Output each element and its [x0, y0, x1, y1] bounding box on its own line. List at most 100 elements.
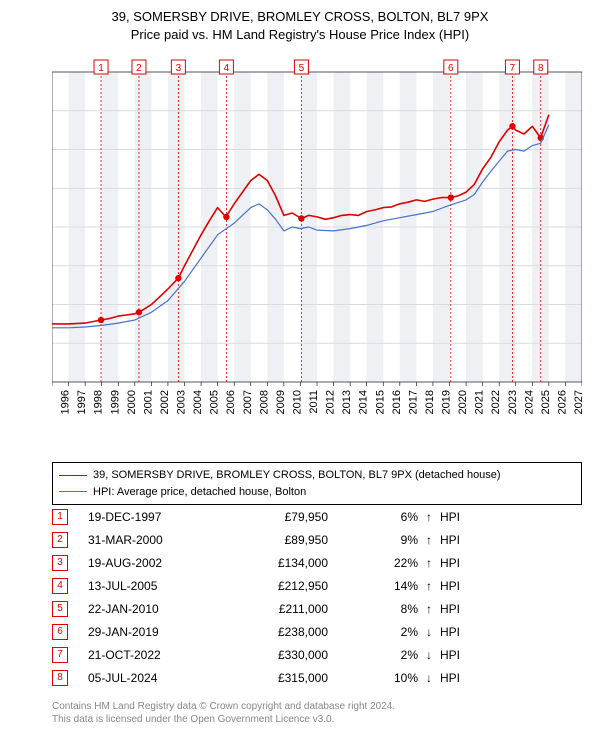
- svg-text:2007: 2007: [242, 390, 254, 414]
- sale-price: £212,950: [223, 579, 368, 593]
- sale-price: £330,000: [223, 648, 368, 662]
- arrow-icon: ↓: [422, 625, 436, 639]
- sale-price: £134,000: [223, 556, 368, 570]
- svg-text:2019: 2019: [441, 390, 453, 414]
- sale-pct: 9%: [368, 533, 422, 547]
- svg-text:2014: 2014: [358, 390, 370, 414]
- svg-text:2009: 2009: [275, 390, 287, 414]
- sale-date: 19-DEC-1997: [88, 510, 223, 524]
- sales-row: 413-JUL-2005£212,95014%↑HPI: [52, 574, 572, 597]
- sale-marker: 3: [52, 555, 68, 571]
- chart-area: £0£50K£100K£150K£200K£250K£300K£350K£400…: [52, 50, 582, 420]
- sale-pct: 8%: [368, 602, 422, 616]
- svg-text:2024: 2024: [523, 390, 535, 414]
- svg-text:2016: 2016: [391, 390, 403, 414]
- sale-rel: HPI: [436, 556, 460, 570]
- sale-pct: 22%: [368, 556, 422, 570]
- svg-text:2018: 2018: [424, 390, 436, 414]
- footer-attribution: Contains HM Land Registry data © Crown c…: [52, 700, 572, 726]
- svg-text:7: 7: [510, 63, 516, 74]
- sale-marker: 4: [52, 578, 68, 594]
- arrow-icon: ↑: [422, 602, 436, 616]
- legend-label: 39, SOMERSBY DRIVE, BROMLEY CROSS, BOLTO…: [93, 467, 501, 484]
- arrow-icon: ↑: [422, 533, 436, 547]
- sale-rel: HPI: [436, 510, 460, 524]
- sale-pct: 6%: [368, 510, 422, 524]
- sale-marker: 2: [52, 532, 68, 548]
- svg-text:2027: 2027: [573, 390, 582, 414]
- svg-text:2005: 2005: [209, 390, 221, 414]
- sale-rel: HPI: [436, 533, 460, 547]
- svg-text:2015: 2015: [374, 390, 386, 414]
- sales-row: 522-JAN-2010£211,0008%↑HPI: [52, 597, 572, 620]
- svg-text:4: 4: [224, 63, 230, 74]
- sale-rel: HPI: [436, 625, 460, 639]
- svg-text:3: 3: [176, 63, 182, 74]
- svg-text:2025: 2025: [540, 390, 552, 414]
- svg-text:2004: 2004: [192, 390, 204, 414]
- svg-text:5: 5: [299, 63, 305, 74]
- sale-marker: 8: [52, 670, 68, 686]
- svg-text:2023: 2023: [507, 390, 519, 414]
- sale-price: £79,950: [223, 510, 368, 524]
- sale-price: £315,000: [223, 671, 368, 685]
- svg-text:2001: 2001: [142, 390, 154, 414]
- sale-rel: HPI: [436, 671, 460, 685]
- svg-text:2002: 2002: [159, 390, 171, 414]
- arrow-icon: ↓: [422, 671, 436, 685]
- svg-text:1999: 1999: [109, 390, 121, 414]
- arrow-icon: ↑: [422, 556, 436, 570]
- svg-text:1: 1: [98, 63, 104, 74]
- svg-text:2: 2: [136, 63, 142, 74]
- sale-price: £89,950: [223, 533, 368, 547]
- legend-swatch: [59, 475, 87, 476]
- sale-pct: 10%: [368, 671, 422, 685]
- sale-rel: HPI: [436, 579, 460, 593]
- sale-marker: 6: [52, 624, 68, 640]
- sale-date: 19-AUG-2002: [88, 556, 223, 570]
- arrow-icon: ↑: [422, 579, 436, 593]
- sale-marker: 7: [52, 647, 68, 663]
- legend: 39, SOMERSBY DRIVE, BROMLEY CROSS, BOLTO…: [52, 462, 582, 505]
- svg-text:1997: 1997: [76, 390, 88, 414]
- title-line2: Price paid vs. HM Land Registry's House …: [0, 26, 600, 44]
- sales-row: 629-JAN-2019£238,0002%↓HPI: [52, 620, 572, 643]
- svg-text:2026: 2026: [556, 390, 568, 414]
- sales-row: 2 31-MAR-2000£89,9509%↑HPI: [52, 528, 572, 551]
- sales-row: 3 19-AUG-2002£134,00022%↑HPI: [52, 551, 572, 574]
- svg-text:2000: 2000: [126, 390, 138, 414]
- legend-swatch: [59, 491, 87, 492]
- footer-line2: This data is licensed under the Open Gov…: [52, 713, 572, 726]
- svg-text:2010: 2010: [291, 390, 303, 414]
- sale-date: 29-JAN-2019: [88, 625, 223, 639]
- legend-label: HPI: Average price, detached house, Bolt…: [93, 484, 306, 501]
- arrow-icon: ↓: [422, 648, 436, 662]
- sale-date: 22-JAN-2010: [88, 602, 223, 616]
- svg-text:2003: 2003: [176, 390, 188, 414]
- sale-rel: HPI: [436, 648, 460, 662]
- title-line1: 39, SOMERSBY DRIVE, BROMLEY CROSS, BOLTO…: [0, 8, 600, 26]
- sale-pct: 2%: [368, 625, 422, 639]
- svg-text:2012: 2012: [325, 390, 337, 414]
- svg-text:1998: 1998: [93, 390, 105, 414]
- sale-marker: 5: [52, 601, 68, 617]
- chart-title: 39, SOMERSBY DRIVE, BROMLEY CROSS, BOLTO…: [0, 0, 600, 44]
- svg-text:1996: 1996: [60, 390, 72, 414]
- svg-text:2021: 2021: [474, 390, 486, 414]
- sales-row: 721-OCT-2022£330,0002%↓HPI: [52, 643, 572, 666]
- sale-marker: 1: [52, 509, 68, 525]
- svg-text:2013: 2013: [341, 390, 353, 414]
- sales-row: 119-DEC-1997£79,9506%↑HPI: [52, 505, 572, 528]
- sale-pct: 14%: [368, 579, 422, 593]
- svg-text:2022: 2022: [490, 390, 502, 414]
- sale-date: 31-MAR-2000: [88, 533, 223, 547]
- sales-row: 8 05-JUL-2024£315,00010%↓HPI: [52, 666, 572, 689]
- sale-rel: HPI: [436, 602, 460, 616]
- svg-text:8: 8: [538, 63, 544, 74]
- svg-text:2008: 2008: [258, 390, 270, 414]
- sale-date: 05-JUL-2024: [88, 671, 223, 685]
- svg-text:2017: 2017: [407, 390, 419, 414]
- sale-date: 21-OCT-2022: [88, 648, 223, 662]
- legend-item: 39, SOMERSBY DRIVE, BROMLEY CROSS, BOLTO…: [59, 467, 575, 484]
- line-chart: £0£50K£100K£150K£200K£250K£300K£350K£400…: [52, 50, 582, 420]
